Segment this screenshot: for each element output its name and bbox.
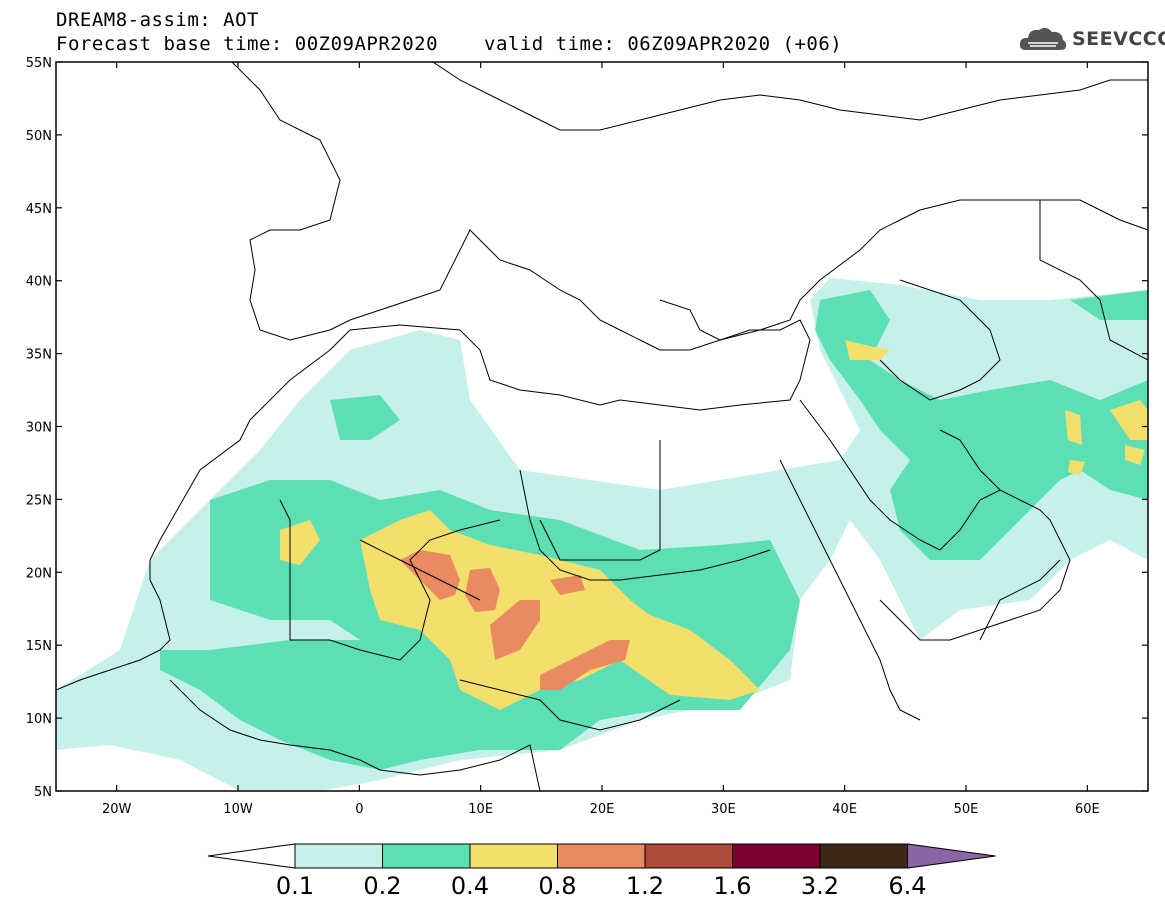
- lon-tick-label: 10W: [223, 802, 253, 817]
- colorbar-swatch: [644, 843, 733, 869]
- longitude-axis: 20W 10W 0 10E 20E 30E 40E 50E 60E: [102, 62, 1100, 817]
- valid-time: valid time: 06Z09APR2020 (+06): [484, 33, 843, 55]
- lat-tick-label: 15N: [26, 639, 52, 654]
- colorbar-label: 0.2: [363, 872, 401, 900]
- lon-tick-label: 30E: [711, 802, 736, 817]
- lat-tick-label: 25N: [26, 493, 52, 508]
- colorbar-label: 1.2: [626, 872, 664, 900]
- colorbar-swatch: [469, 843, 558, 869]
- latitude-axis: 55N 50N 45N 40N 35N 30N 25N 20N 15N 10N 5N: [26, 56, 1148, 800]
- colorbar-label: 3.2: [801, 872, 839, 900]
- lat-tick-label: 55N: [26, 56, 52, 71]
- logo-text: SEEVCCC: [1072, 28, 1165, 50]
- colorbar-over-arrow: [907, 843, 996, 869]
- lat-tick-label: 30N: [26, 421, 52, 436]
- cloud-icon: [1019, 27, 1067, 50]
- colorbar-label: 0.4: [451, 872, 489, 900]
- lat-tick-label: 10N: [26, 712, 52, 727]
- colorbar-swatch: [819, 843, 908, 869]
- lat-tick-label: 50N: [26, 129, 52, 144]
- lon-tick-label: 0: [355, 802, 363, 817]
- seevccc-logo: SEEVCCC: [1018, 24, 1165, 54]
- colorbar: 0.1 0.2 0.4 0.8 1.2 1.6 3.2 6.4: [207, 843, 996, 900]
- colorbar-swatch: [382, 843, 471, 869]
- lon-tick-label: 10E: [468, 802, 493, 817]
- colorbar-under-arrow: [207, 843, 296, 869]
- lat-tick-label: 20N: [26, 566, 52, 581]
- colorbar-label: 1.6: [713, 872, 751, 900]
- colorbar-label: 6.4: [888, 872, 926, 900]
- lat-tick-label: 5N: [34, 785, 52, 800]
- lon-tick-label: 20W: [102, 802, 132, 817]
- lat-tick-label: 35N: [26, 348, 52, 363]
- lon-tick-label: 20E: [590, 802, 615, 817]
- forecast-base-time: Forecast base time: 00Z09APR2020: [56, 33, 439, 55]
- lat-tick-label: 45N: [26, 202, 52, 217]
- aot-contour-fills: [56, 278, 1148, 791]
- lat-tick-label: 40N: [26, 275, 52, 290]
- colorbar-label: 0.1: [276, 872, 314, 900]
- map-title: DREAM8-assim: AOT: [56, 9, 259, 31]
- colorbar-swatch: [294, 843, 383, 869]
- coastlines-and-borders: [56, 62, 1148, 791]
- colorbar-label: 0.8: [538, 872, 576, 900]
- lon-tick-label: 40E: [832, 802, 857, 817]
- lon-tick-label: 50E: [954, 802, 979, 817]
- colorbar-swatch: [732, 843, 821, 869]
- map-time-info: Forecast base time: 00Z09APR2020 valid ti…: [56, 34, 842, 54]
- colorbar-swatch: [557, 843, 646, 869]
- lon-tick-label: 60E: [1075, 802, 1100, 817]
